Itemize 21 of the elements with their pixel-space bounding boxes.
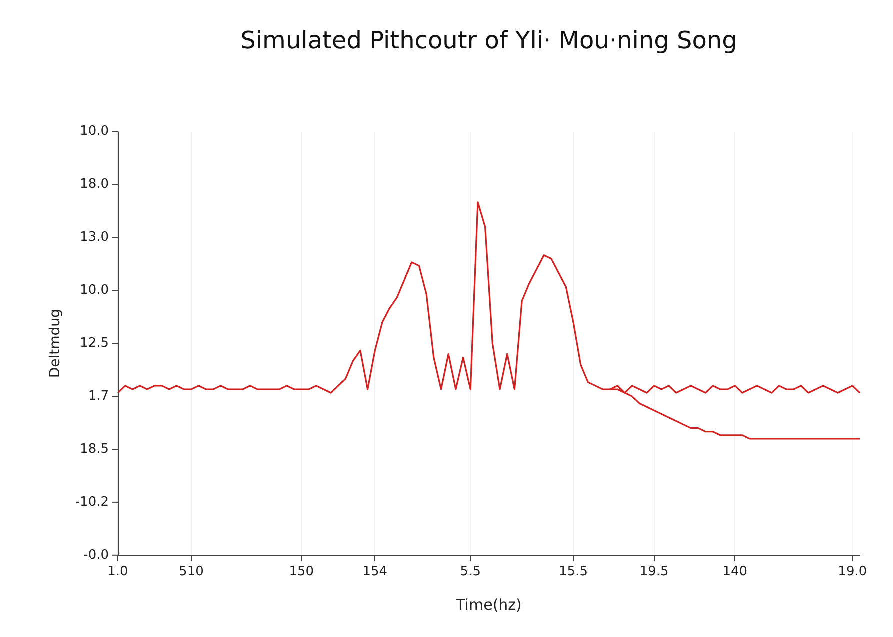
y-axis-title: Deltmdug — [48, 309, 64, 378]
x-tick-label: 1.0 — [108, 564, 128, 580]
x-tick-label: 15.5 — [559, 564, 588, 580]
text: -0.0 — [84, 548, 109, 563]
text: 1.7 — [88, 388, 109, 404]
text: -10.2 — [75, 494, 109, 510]
x-tick-label: 510 — [179, 564, 204, 580]
x-tick-label: 150 — [289, 564, 314, 580]
text: 10.0 — [80, 124, 109, 140]
x-tick-label: 154 — [362, 564, 388, 580]
text: 12.5 — [80, 336, 109, 351]
x-axis-title: Time(hz) — [455, 596, 522, 614]
text: 10.0 — [80, 283, 109, 298]
x-tick-label: 19.0 — [838, 564, 868, 580]
text: 13.0 — [80, 230, 109, 246]
text: 18.0 — [80, 177, 109, 192]
text: 18.5 — [80, 442, 109, 457]
chart-title: Simulated Pithcoutr of Yli· Mou·ning Song — [240, 26, 738, 55]
x-tick-label: 5.5 — [460, 564, 481, 580]
x-tick-label: 19.5 — [640, 564, 669, 580]
x-tick-label: 140 — [722, 564, 748, 580]
